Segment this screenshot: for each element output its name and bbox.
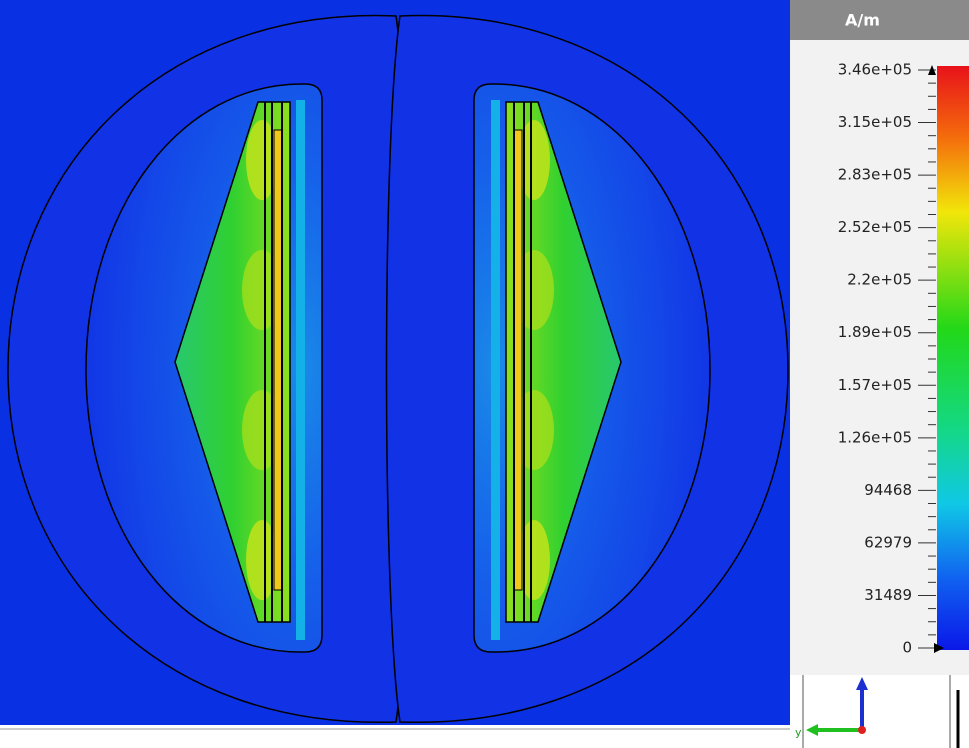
legend-unit: A/m <box>845 11 880 30</box>
max-marker <box>928 65 936 75</box>
colorbar-tick-label: 94468 <box>864 481 912 499</box>
colorbar-tick-label: 2.2e+05 <box>847 271 912 289</box>
colorbar-tick-label: 31489 <box>864 586 912 604</box>
colorbar-tick-label: 1.89e+05 <box>838 323 912 341</box>
colorbar-tick-label: 1.26e+05 <box>838 428 912 446</box>
min-marker <box>934 643 944 653</box>
colorbar-tick-label: 1.57e+05 <box>838 376 912 394</box>
axis-z-head <box>856 677 868 690</box>
colorbar-tick-label: 3.15e+05 <box>838 113 912 131</box>
colorbar-tick-label: 0 <box>902 639 912 657</box>
colorbar-tick-label: 2.52e+05 <box>838 218 912 236</box>
plot-footer <box>0 725 790 748</box>
colorbar-tick-label: 3.46e+05 <box>838 61 912 79</box>
colorbar <box>937 66 969 650</box>
legend-header <box>790 0 969 40</box>
axis-label: y <box>795 726 802 739</box>
colorbar-ticks: 3.46e+05 3.15e+05 2.83e+05 2.52e+05 2.2e+05 1… <box>838 61 944 657</box>
axis-origin <box>858 726 866 734</box>
colorbar-tick-label: 62979 <box>864 533 912 551</box>
axis-y-head <box>806 724 818 736</box>
triad-panel <box>790 675 969 748</box>
colorbar-tick-label: 2.83e+05 <box>838 166 912 184</box>
